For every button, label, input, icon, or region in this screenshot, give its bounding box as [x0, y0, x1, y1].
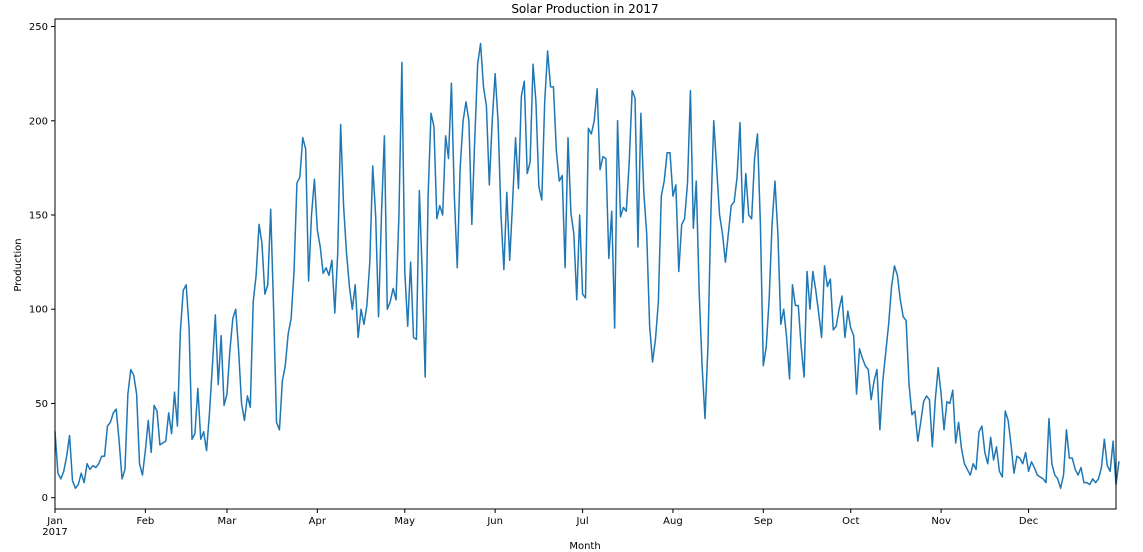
- x-tick-label: Mar: [218, 516, 238, 527]
- x-tick-label: Aug: [663, 516, 683, 527]
- x-tick-label: Dec: [1019, 516, 1038, 527]
- x-tick-label: Jul: [576, 516, 589, 527]
- x-tick-label: May: [394, 516, 415, 527]
- x-tick-label: Jan: [46, 516, 62, 527]
- y-tick-label: 0: [42, 493, 48, 504]
- y-tick-label: 150: [29, 211, 48, 222]
- plot-frame: [54, 18, 1117, 510]
- x-tick-label: Oct: [842, 516, 859, 527]
- x-tick-label: Sep: [754, 516, 773, 527]
- y-axis-ticks: 0 50 100 150 200 250: [29, 22, 55, 504]
- y-tick-label: 200: [29, 116, 48, 127]
- y-tick-label: 100: [29, 305, 48, 316]
- x-axis-ticks: Jan Feb Mar Apr May Jun Jul Aug Sep Oct Nov Dec: [46, 509, 1038, 527]
- x-tick-label: Feb: [137, 516, 155, 527]
- y-tick-label: 250: [29, 22, 48, 33]
- y-tick-label: 50: [35, 399, 48, 410]
- x-axis-label: Month: [569, 541, 600, 552]
- x-year-tick-label: 2017: [42, 527, 67, 538]
- y-axis-label: Production: [13, 238, 24, 291]
- series-layer: [54, 42, 1120, 490]
- chart-title: Solar Production in 2017: [511, 2, 658, 16]
- x-tick-label: Nov: [931, 516, 951, 527]
- series-line: [54, 42, 1120, 490]
- x-tick-label: Apr: [309, 516, 327, 527]
- x-tick-label: Jun: [486, 516, 503, 527]
